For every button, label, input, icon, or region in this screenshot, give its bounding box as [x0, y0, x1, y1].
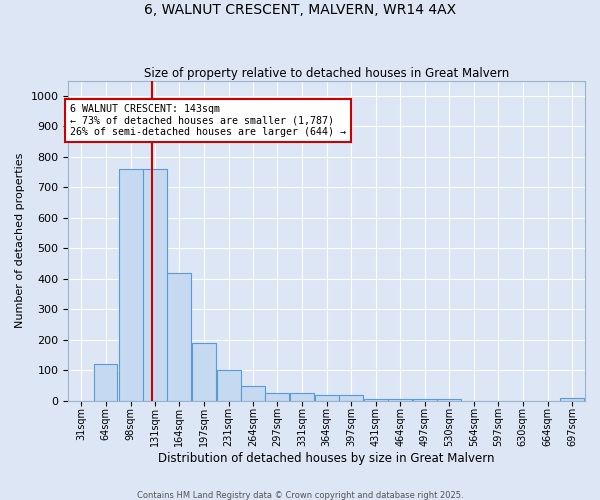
Bar: [265, 393, 289, 401]
Bar: [388, 400, 412, 401]
Bar: [119, 169, 143, 401]
Bar: [241, 386, 265, 401]
Bar: [290, 393, 314, 401]
Text: 6 WALNUT CRESCENT: 143sqm
← 73% of detached houses are smaller (1,787)
26% of se: 6 WALNUT CRESCENT: 143sqm ← 73% of detac…: [70, 104, 346, 136]
Bar: [167, 273, 191, 401]
Bar: [437, 400, 461, 401]
Bar: [314, 394, 338, 401]
Bar: [364, 400, 388, 401]
Text: 6, WALNUT CRESCENT, MALVERN, WR14 4AX: 6, WALNUT CRESCENT, MALVERN, WR14 4AX: [144, 2, 456, 16]
Text: Contains HM Land Registry data © Crown copyright and database right 2025.: Contains HM Land Registry data © Crown c…: [137, 490, 463, 500]
X-axis label: Distribution of detached houses by size in Great Malvern: Distribution of detached houses by size …: [158, 452, 495, 465]
Bar: [217, 370, 241, 401]
Title: Size of property relative to detached houses in Great Malvern: Size of property relative to detached ho…: [144, 66, 509, 80]
Y-axis label: Number of detached properties: Number of detached properties: [15, 153, 25, 328]
Bar: [339, 394, 363, 401]
Bar: [413, 400, 437, 401]
Bar: [191, 343, 215, 401]
Bar: [94, 364, 118, 401]
Bar: [143, 169, 167, 401]
Bar: [560, 398, 584, 401]
